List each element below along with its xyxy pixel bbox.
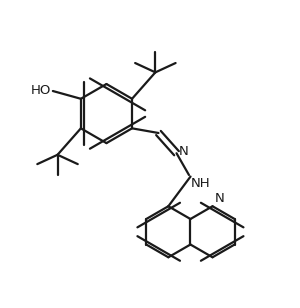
Text: NH: NH	[191, 176, 211, 189]
Text: HO: HO	[31, 83, 51, 97]
Text: N: N	[179, 145, 188, 158]
Text: N: N	[215, 192, 225, 205]
